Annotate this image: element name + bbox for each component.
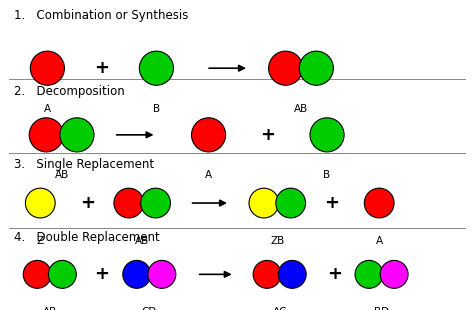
Ellipse shape: [355, 260, 383, 288]
Text: +: +: [327, 265, 342, 283]
Text: Z: Z: [36, 236, 44, 246]
Ellipse shape: [148, 260, 176, 288]
Text: CD: CD: [142, 307, 157, 310]
Ellipse shape: [365, 188, 394, 218]
Ellipse shape: [253, 260, 281, 288]
Text: +: +: [94, 265, 109, 283]
Ellipse shape: [29, 118, 64, 152]
Ellipse shape: [139, 51, 173, 85]
Text: AB: AB: [294, 104, 308, 114]
Text: 3.   Single Replacement: 3. Single Replacement: [14, 158, 155, 171]
Ellipse shape: [141, 188, 171, 218]
Ellipse shape: [23, 260, 51, 288]
Ellipse shape: [48, 260, 76, 288]
Text: BD: BD: [374, 307, 389, 310]
Text: AB: AB: [55, 170, 69, 180]
Ellipse shape: [191, 118, 226, 152]
Text: A: A: [205, 170, 212, 180]
Text: AC: AC: [273, 307, 287, 310]
Ellipse shape: [299, 51, 333, 85]
Text: AB: AB: [43, 307, 57, 310]
Text: A: A: [375, 236, 383, 246]
Ellipse shape: [30, 51, 64, 85]
Text: +: +: [260, 126, 275, 144]
Text: 1.   Combination or Synthesis: 1. Combination or Synthesis: [14, 9, 189, 22]
Text: +: +: [80, 194, 95, 212]
Ellipse shape: [26, 188, 55, 218]
Text: ZB: ZB: [270, 236, 284, 246]
Ellipse shape: [310, 118, 344, 152]
Text: B: B: [153, 104, 160, 114]
Text: B: B: [323, 170, 331, 180]
Ellipse shape: [123, 260, 151, 288]
Ellipse shape: [269, 51, 303, 85]
Ellipse shape: [60, 118, 94, 152]
Ellipse shape: [249, 188, 279, 218]
Ellipse shape: [380, 260, 408, 288]
Text: A: A: [44, 104, 51, 114]
Text: +: +: [94, 59, 109, 77]
Text: 4.   Double Replacement: 4. Double Replacement: [14, 231, 160, 244]
Ellipse shape: [276, 188, 306, 218]
Ellipse shape: [278, 260, 306, 288]
Text: AB: AB: [135, 236, 149, 246]
Text: +: +: [324, 194, 339, 212]
Ellipse shape: [114, 188, 144, 218]
Text: 2.   Decomposition: 2. Decomposition: [14, 85, 125, 98]
